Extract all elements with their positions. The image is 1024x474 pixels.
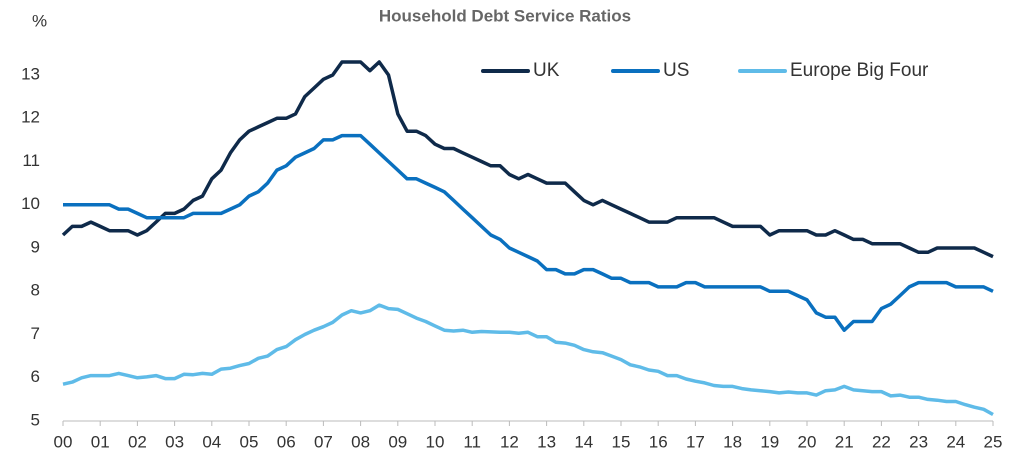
series-line — [63, 133, 994, 332]
x-tick-label: 03 — [165, 432, 184, 451]
y-tick-label: 11 — [22, 151, 40, 170]
legend: UK US Europe Big Four — [481, 60, 929, 81]
chart-title: Household Debt Service Ratios — [379, 6, 631, 25]
x-tick-label: 22 — [872, 432, 891, 451]
x-tick-label: 06 — [277, 432, 296, 451]
x-tick-label: 18 — [723, 432, 742, 451]
x-tick-label: 07 — [314, 432, 333, 451]
y-tick-label: 10 — [21, 194, 40, 213]
x-tick-label: 24 — [946, 432, 965, 451]
x-tick-label: 12 — [500, 432, 519, 451]
series-line — [62, 303, 994, 417]
legend-label: US — [663, 60, 689, 81]
y-axis-label: % — [32, 11, 47, 30]
x-tick-label: 11 — [463, 432, 481, 451]
y-tick-label: 7 — [31, 324, 40, 343]
x-tick-label: 19 — [760, 432, 779, 451]
x-tick-label: 05 — [240, 432, 259, 451]
x-tick-label: 04 — [202, 432, 221, 451]
x-tick-label: 23 — [909, 432, 928, 451]
x-tick-label: 09 — [388, 432, 407, 451]
y-tick-label: 9 — [31, 237, 40, 256]
x-tick-label: 20 — [798, 432, 817, 451]
legend-label: Europe Big Four — [790, 60, 929, 81]
x-tick-label: 21 — [835, 432, 854, 451]
x-tick-label: 08 — [351, 432, 370, 451]
x-tick-label: 14 — [574, 432, 593, 451]
x-tick-label: 13 — [537, 432, 556, 451]
legend-label: UK — [533, 60, 560, 81]
y-tick-label: 6 — [31, 367, 40, 386]
x-tick-label: 25 — [984, 432, 1003, 451]
y-tick-label: 5 — [31, 410, 40, 429]
x-tick-label: 00 — [54, 432, 73, 451]
x-tick-label: 10 — [426, 432, 445, 451]
x-tick-label: 17 — [686, 432, 705, 451]
series-line — [61, 60, 994, 259]
x-tick-label: 01 — [91, 432, 110, 451]
y-tick-label: 13 — [21, 64, 40, 83]
x-tick-label: 02 — [128, 432, 147, 451]
y-tick-label: 12 — [21, 108, 40, 127]
x-tick-label: 16 — [649, 432, 668, 451]
x-tick-label: 15 — [612, 432, 631, 451]
y-tick-label: 8 — [31, 281, 40, 300]
